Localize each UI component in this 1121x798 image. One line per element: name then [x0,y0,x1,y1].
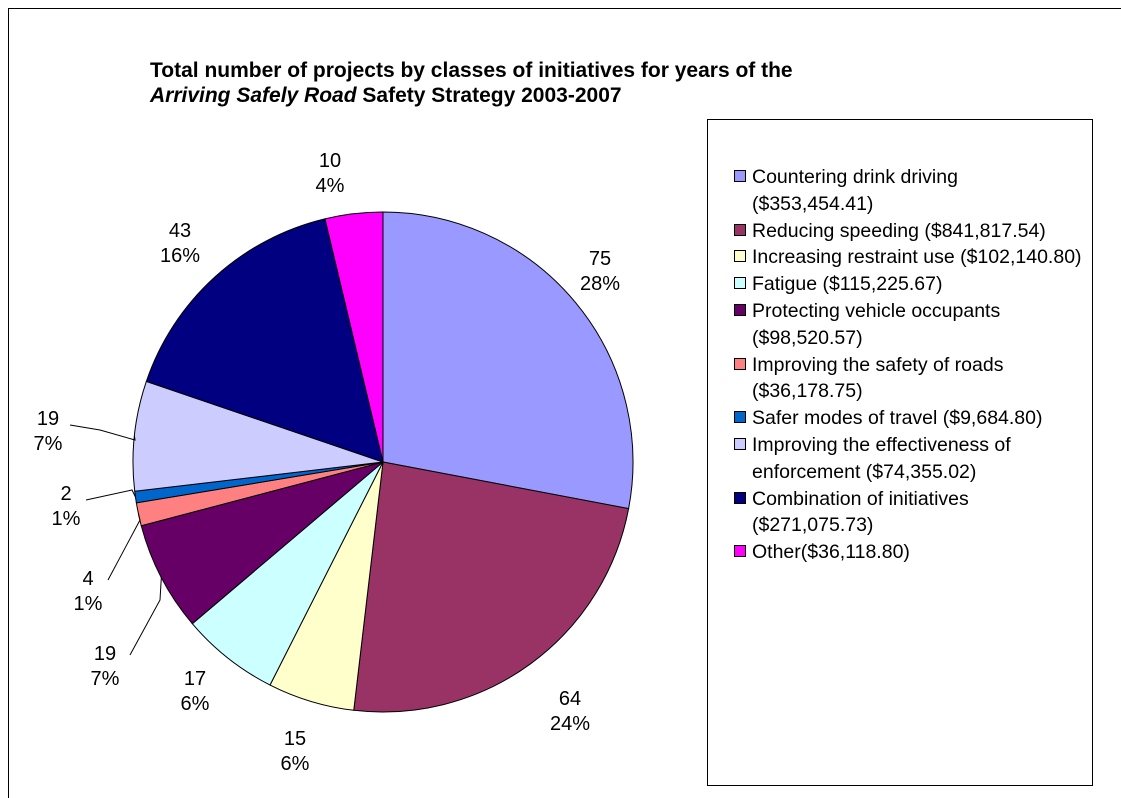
percent-label: 6% [281,753,310,775]
legend-item: Combination of initiatives ($271,075.73) [734,486,1082,540]
legend-label: Protecting vehicle occupants ($98,520.57… [752,299,1001,349]
pie-slice [353,461,630,713]
data-label: 2 [60,483,71,505]
title-part: Arriving Safely Road [150,84,357,107]
chart-frame [8,8,1121,798]
legend-item: Protecting vehicle occupants ($98,520.57… [734,298,1082,352]
legend-label: Safer modes of travel ($9,684.80) [752,407,1043,430]
legend-swatch [734,545,746,558]
legend: Countering drink driving ($353,454.41) Re… [707,119,1093,786]
data-label: 19 [37,408,59,430]
leader-line [107,514,141,581]
legend-label: Other($36,118.80) [752,541,910,564]
legend-swatch [734,170,746,182]
pie-slice [324,211,384,463]
percent-label: 6% [181,693,210,715]
legend-label: Combination of initiatives ($271,075.73) [752,487,969,537]
chart-title: Total number of projects by classes of i… [150,58,800,108]
data-label: 64 [559,688,581,710]
percent-label: 24% [550,713,590,735]
data-label: 75 [589,248,611,270]
legend-label: Countering drink driving ($353,454.41) [752,166,958,215]
pie-slice [145,218,384,463]
legend-swatch [734,357,746,370]
legend-label: Increasing restraint use ($102,140.80) [752,246,1082,269]
percent-label: 4% [316,175,345,197]
data-label: 4 [82,568,93,590]
legend-swatch [734,411,746,424]
legend-item: Safer modes of travel ($9,684.80) [734,405,1082,432]
legend-item: Reducing speeding ($841,817.54) [734,218,1082,245]
legend-swatch [734,437,746,450]
legend-label: Reducing speeding ($841,817.54) [752,219,1046,242]
percent-label: 1% [74,593,103,615]
percent-label: 16% [160,245,200,267]
title-part: Safety Strategy 2003-2007 [356,84,622,107]
legend-item: Countering drink driving ($353,454.41) [734,164,1082,218]
legend-item: Other($36,118.80) [734,539,1082,566]
leader-line [129,577,162,656]
pie-slice [140,461,384,625]
leader-line [69,424,136,441]
percent-label: 7% [34,433,63,455]
data-label: 10 [319,150,341,172]
legend-swatch [734,303,746,316]
data-label: 19 [94,643,116,665]
leader-line [85,489,136,501]
legend-item: Increasing restraint use ($102,140.80) [734,244,1082,271]
pie-slice [382,211,634,510]
legend-item: Fatigue ($115,225.67) [734,271,1082,298]
legend-label: Fatigue ($115,225.67) [752,273,943,296]
legend-swatch [734,491,746,504]
percent-label: 28% [580,273,620,295]
legend-swatch [734,250,746,263]
legend-label: Improving the safety of roads ($36,178.7… [752,353,1004,403]
legend-item: Improving the effectiveness of enforceme… [734,432,1082,486]
percent-label: 7% [91,668,120,690]
data-label: 15 [284,728,306,750]
data-label: 17 [184,668,206,690]
title-part: Total number of projects by classes of i… [150,59,793,82]
percent-label: 1% [52,508,81,530]
legend-swatch [734,277,746,290]
legend-item: Improving the safety of roads ($36,178.7… [734,352,1082,406]
legend-swatch [734,223,746,236]
data-label: 43 [169,220,191,242]
legend-label: Improving the effectiveness of enforceme… [752,433,1011,483]
